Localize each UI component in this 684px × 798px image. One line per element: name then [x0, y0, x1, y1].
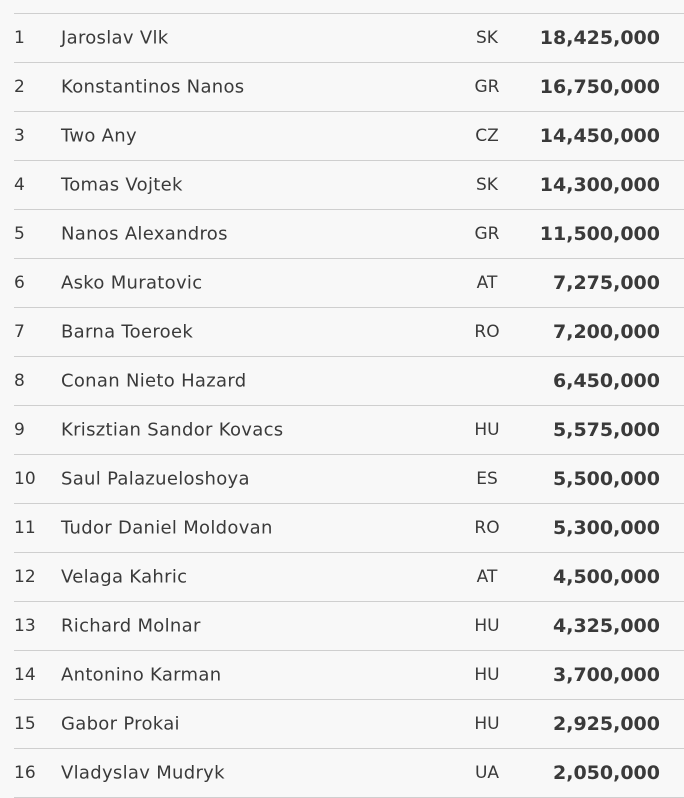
- player-name: Richard Molnar: [61, 615, 201, 637]
- rank-cell: 12: [14, 567, 36, 587]
- rank-cell: 5: [14, 224, 25, 244]
- amount: 7,275,000: [553, 272, 660, 294]
- player-name: Tudor Daniel Moldovan: [61, 517, 273, 539]
- table-row: 9 Krisztian Sandor Kovacs HU 5,575,000: [14, 406, 684, 455]
- country-code: UA: [474, 763, 500, 783]
- rank-cell: 9: [14, 420, 25, 440]
- player-name: Barna Toeroek: [61, 321, 194, 343]
- table-row: 15 Gabor Prokai HU 2,925,000: [14, 700, 684, 749]
- country-code: SK: [476, 175, 498, 195]
- rank-cell: 13: [14, 616, 36, 636]
- table-row: 13 Richard Molnar HU 4,325,000: [14, 602, 684, 651]
- amount: 5,500,000: [553, 468, 660, 490]
- amount: 11,500,000: [539, 223, 660, 245]
- amount: 2,050,000: [553, 762, 660, 784]
- rank-cell: 8: [14, 371, 25, 391]
- player-name: Gabor Prokai: [61, 713, 180, 735]
- table-row: 6 Asko Muratovic AT 7,275,000: [14, 259, 684, 308]
- rank-cell: 1: [14, 28, 25, 48]
- amount: 7,200,000: [553, 321, 660, 343]
- table-row: 11 Tudor Daniel Moldovan RO 5,300,000: [14, 504, 684, 553]
- table-row: 12 Velaga Kahric AT 4,500,000: [14, 553, 684, 602]
- table-row: 14 Antonino Karman HU 3,700,000: [14, 651, 684, 700]
- country-code: GR: [474, 224, 500, 244]
- player-name: Konstantinos Nanos: [61, 76, 245, 98]
- amount: 18,425,000: [539, 27, 660, 49]
- player-name: Jaroslav Vlk: [61, 27, 169, 49]
- rank-cell: 6: [14, 273, 25, 293]
- player-name: Velaga Kahric: [61, 566, 188, 588]
- amount: 5,300,000: [553, 517, 660, 539]
- leaderboard-table: 1 Jaroslav Vlk SK 18,425,000 2 Konstantinos N…: [14, 13, 684, 798]
- table-row: 8 Conan Nieto Hazard 6,450,000: [14, 357, 684, 406]
- rank-cell: 4: [14, 175, 25, 195]
- country-code: AT: [476, 273, 498, 293]
- rank-cell: 10: [14, 469, 36, 489]
- rank-cell: 16: [14, 763, 36, 783]
- amount: 6,450,000: [553, 370, 660, 392]
- player-name: Tomas Vojtek: [61, 174, 183, 196]
- rank-cell: 14: [14, 665, 36, 685]
- amount: 4,325,000: [553, 615, 660, 637]
- amount: 4,500,000: [553, 566, 660, 588]
- country-code: CZ: [475, 126, 499, 146]
- amount: 14,300,000: [539, 174, 660, 196]
- country-code: GR: [474, 77, 500, 97]
- country-code: AT: [476, 567, 498, 587]
- player-name: Vladyslav Mudryk: [61, 762, 225, 784]
- amount: 14,450,000: [539, 125, 660, 147]
- amount: 5,575,000: [553, 419, 660, 441]
- table-row: 4 Tomas Vojtek SK 14,300,000: [14, 161, 684, 210]
- rank-cell: 3: [14, 126, 25, 146]
- country-code: HU: [474, 714, 500, 734]
- rank-cell: 11: [14, 518, 36, 538]
- rank-cell: 7: [14, 322, 25, 342]
- table-row: 16 Vladyslav Mudryk UA 2,050,000: [14, 749, 684, 798]
- player-name: Antonino Karman: [61, 664, 222, 686]
- table-row: 7 Barna Toeroek RO 7,200,000: [14, 308, 684, 357]
- amount: 3,700,000: [553, 664, 660, 686]
- country-code: RO: [474, 518, 500, 538]
- country-code: HU: [474, 665, 500, 685]
- player-name: Krisztian Sandor Kovacs: [61, 419, 284, 441]
- country-code: RO: [474, 322, 500, 342]
- table-row: 2 Konstantinos Nanos GR 16,750,000: [14, 63, 684, 112]
- country-code: ES: [476, 469, 498, 489]
- player-name: Nanos Alexandros: [61, 223, 228, 245]
- amount: 2,925,000: [553, 713, 660, 735]
- table-row: 3 Two Any CZ 14,450,000: [14, 112, 684, 161]
- table-row: 10 Saul Palazueloshoya ES 5,500,000: [14, 455, 684, 504]
- table-row: 1 Jaroslav Vlk SK 18,425,000: [14, 14, 684, 63]
- amount: 16,750,000: [539, 76, 660, 98]
- table-row: 5 Nanos Alexandros GR 11,500,000: [14, 210, 684, 259]
- player-name: Saul Palazueloshoya: [61, 468, 250, 490]
- country-code: HU: [474, 420, 500, 440]
- player-name: Conan Nieto Hazard: [61, 370, 247, 392]
- country-code: SK: [476, 28, 498, 48]
- rank-cell: 15: [14, 714, 36, 734]
- player-name: Asko Muratovic: [61, 272, 203, 294]
- country-code: HU: [474, 616, 500, 636]
- player-name: Two Any: [61, 125, 137, 147]
- rank-cell: 2: [14, 77, 25, 97]
